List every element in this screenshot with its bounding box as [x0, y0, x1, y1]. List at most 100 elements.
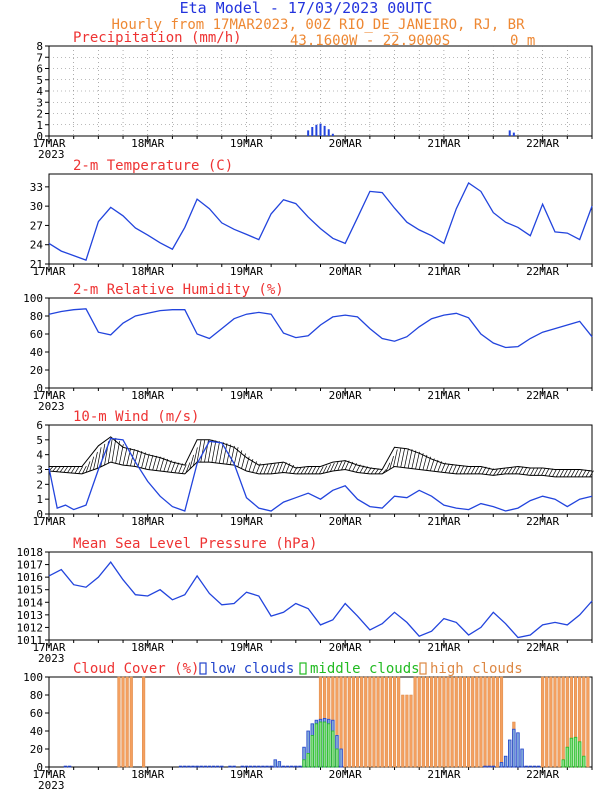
precip-ytick-label: 8: [36, 40, 43, 53]
rh-year-label: 2023: [38, 400, 65, 413]
wind-barb: [330, 462, 335, 472]
wind-ytick-label: 2: [36, 478, 43, 491]
mslp-title: Mean Sea Level Pressure (hPa): [73, 536, 317, 552]
cloud-ytick-label: 0: [36, 761, 43, 774]
precip-xtick-label: 22MAR: [526, 137, 559, 150]
high-cloud-bar: [462, 676, 467, 768]
wind-barb: [178, 463, 183, 474]
wind-barb: [478, 466, 483, 475]
temp-ytick-label: 24: [30, 239, 44, 252]
wind-barb: [404, 448, 409, 468]
low-cloud-bar: [228, 765, 232, 768]
wind-xtick-label: 22MAR: [526, 515, 559, 528]
wind-barb: [574, 469, 580, 478]
mslp-xtick-label: 22MAR: [526, 641, 559, 654]
rh-xtick-label: 22MAR: [526, 389, 559, 402]
wind-barb: [296, 467, 302, 475]
high-cloud-bar: [438, 676, 442, 768]
wind-barb: [96, 447, 102, 469]
high-cloud-bar: [491, 676, 495, 768]
mid-cloud-bar: [335, 748, 339, 768]
wind-barb: [563, 469, 568, 478]
wind-barb: [156, 456, 161, 471]
precip-ytick-label: 3: [36, 96, 43, 109]
wind-barb: [311, 466, 317, 475]
precip-ytick-label: 7: [36, 51, 43, 64]
high-cloud-bar: [142, 676, 146, 768]
mslp-line: [48, 561, 593, 639]
cloud-panel: 0 20 40 60 80 100 17MAR 18MAR 19MAR 20MAR 21MAR 22M…: [23, 661, 593, 792]
low-cloud-bar: [63, 765, 68, 768]
high-cloud-bar: [129, 676, 133, 768]
precip-xtick-label: 19MAR: [230, 137, 263, 150]
low-cloud-bar: [524, 765, 528, 768]
rh-title: 2-m Relative Humidity (%): [73, 282, 284, 298]
low-cloud-bar: [499, 762, 504, 768]
legend-middle-clouds: middle clouds: [310, 661, 420, 677]
high-cloud-bar: [541, 676, 545, 768]
wind-ytick-label: 0: [36, 508, 43, 521]
temp-xtick-label: 20MAR: [329, 265, 362, 278]
mslp-xtick-label: 18MAR: [131, 641, 164, 654]
wind-title: 10-m Wind (m/s): [73, 409, 199, 425]
low-cloud-bar: [195, 765, 199, 768]
high-cloud-bar: [405, 694, 409, 768]
wind-xtick-label: 20MAR: [329, 515, 362, 528]
high-cloud-bar: [121, 676, 125, 768]
wind-barb: [174, 462, 180, 473]
precip-bar: [307, 130, 310, 136]
high-cloud-bar: [355, 676, 360, 768]
high-cloud-bar: [347, 676, 351, 768]
low-cloud-bar: [244, 765, 249, 768]
high-cloud-bar: [475, 676, 479, 768]
wind-barb: [533, 467, 539, 476]
mid-cloud-bar: [582, 755, 586, 768]
wind-barb-top: [49, 436, 593, 472]
wind-barb: [585, 470, 591, 478]
wind-barb: [270, 463, 276, 475]
rh-line: [48, 308, 593, 349]
wind-barb: [185, 462, 191, 473]
wind-barb: [78, 466, 83, 474]
wind-barb: [507, 467, 513, 475]
wind-barb: [337, 461, 343, 471]
mslp-xtick-label: 20MAR: [329, 641, 362, 654]
high-cloud-bar: [553, 676, 557, 768]
wind-barb: [82, 465, 87, 474]
wind-xtick-label: 21MAR: [427, 515, 460, 528]
low-cloud-bar: [487, 765, 491, 768]
wind-barb: [467, 466, 472, 475]
wind-xtick-label: 17MAR: [32, 515, 65, 528]
mid-cloud-bar: [573, 736, 578, 768]
low-cloud-bar: [248, 765, 253, 768]
high-cloud-bar: [413, 676, 417, 768]
wind-barb: [159, 457, 165, 472]
wind-barb: [448, 464, 454, 474]
wind-barb: [59, 466, 65, 473]
wind-barb: [511, 467, 517, 475]
high-cloud-bar: [454, 676, 458, 768]
wind-xtick-label: 18MAR: [131, 515, 164, 528]
low-cloud-bar: [298, 765, 302, 768]
high-cloud-bar: [483, 676, 487, 768]
temp-frame: [48, 173, 593, 265]
rh-ytick-label: 40: [30, 346, 43, 359]
wind-barb: [144, 453, 150, 469]
low-cloud-bar: [503, 755, 508, 768]
cloud-xtick-label: 21MAR: [427, 768, 460, 781]
cloud-ytick-label: 100: [23, 671, 43, 684]
rh-ytick-label: 20: [30, 364, 43, 377]
wind-barb: [541, 467, 546, 476]
high-cloud-bar: [397, 676, 401, 768]
precip-bar: [323, 125, 326, 136]
legend-low-clouds-swatch: [199, 662, 207, 675]
low-cloud-bar: [285, 765, 290, 768]
precip-ytick-label: 0: [36, 130, 43, 143]
wind-ytick-label: 4: [36, 449, 43, 462]
wind-barb: [392, 449, 398, 468]
wind-barb: [496, 468, 502, 476]
precip-bar: [315, 124, 318, 136]
wind-barb: [415, 451, 420, 470]
precip-xtick-label: 18MAR: [131, 137, 164, 150]
